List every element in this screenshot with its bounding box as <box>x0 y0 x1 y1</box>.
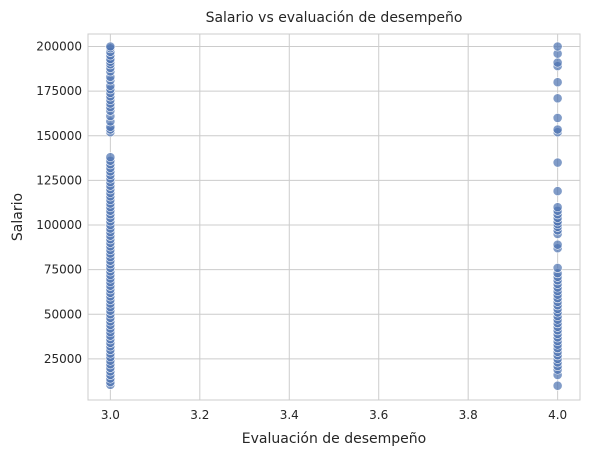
grid-lines <box>88 34 580 400</box>
scatter-point <box>552 262 563 273</box>
x-tick-label: 4.0 <box>548 408 567 422</box>
y-tick-label: 100000 <box>36 218 82 232</box>
x-tick-label: 3.2 <box>190 408 209 422</box>
scatter-point <box>552 202 563 213</box>
x-tick-label: 3.8 <box>459 408 478 422</box>
y-tick-label: 50000 <box>44 307 82 321</box>
scatter-point <box>552 77 563 88</box>
scatter-point <box>552 380 563 391</box>
y-tick-label: 125000 <box>36 173 82 187</box>
scatter-point <box>105 41 116 52</box>
chart-title: Salario vs evaluación de desempeño <box>206 10 463 26</box>
x-tick-label: 3.6 <box>369 408 388 422</box>
x-axis-label: Evaluación de desempeño <box>242 431 426 447</box>
scatter-points <box>105 41 563 391</box>
scatter-point <box>552 93 563 104</box>
y-axis-label: Salario <box>10 193 26 241</box>
x-tick-labels: 3.0 3.2 3.4 3.6 3.8 4.0 <box>101 408 567 422</box>
scatter-point <box>552 157 563 168</box>
scatter-point <box>552 57 563 68</box>
scatter-point <box>105 152 116 163</box>
scatter-point <box>552 239 563 250</box>
x-tick-label: 3.4 <box>280 408 299 422</box>
plot-frame <box>87 33 581 401</box>
y-tick-label: 75000 <box>44 263 82 277</box>
y-tick-labels: 25000 50000 75000 100000 125000 150000 175000 2… <box>36 39 82 365</box>
y-tick-label: 200000 <box>36 39 82 53</box>
scatter-point <box>552 186 563 197</box>
scatter-point <box>552 41 563 52</box>
scatter-point <box>552 113 563 123</box>
y-tick-label: 25000 <box>44 352 82 366</box>
scatter-point <box>552 124 563 135</box>
y-tick-label: 150000 <box>36 129 82 143</box>
y-tick-label: 175000 <box>36 84 82 98</box>
x-tick-label: 3.0 <box>101 408 120 422</box>
